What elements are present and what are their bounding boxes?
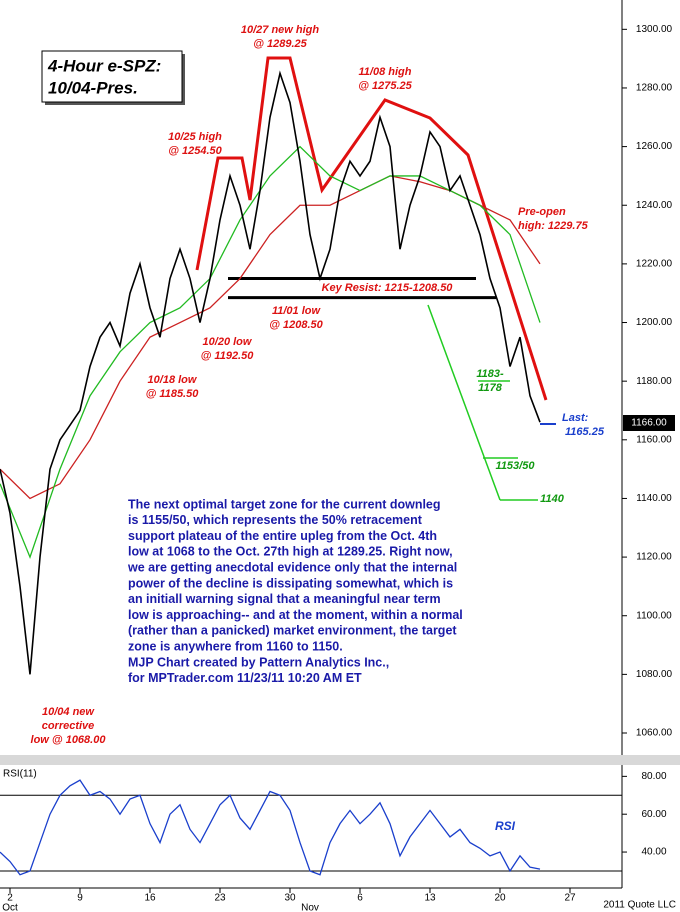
- y-tick-label: 40.00: [641, 847, 666, 858]
- x-tick-label: 6: [357, 893, 363, 904]
- y-tick-label: 1100.00: [636, 610, 672, 621]
- annotation: 1153/50: [496, 460, 536, 472]
- series-line: [0, 70, 541, 675]
- title-box: [41, 50, 183, 103]
- y-tick-label: 1080.00: [636, 669, 673, 680]
- annotation: Pre-open: [518, 206, 566, 218]
- target-line: [427, 304, 501, 501]
- commentary-line: (rather than a panicked) market environm…: [128, 624, 457, 638]
- y-tick-label: 1200.00: [636, 317, 673, 328]
- commentary-line: low is approaching-- and at the moment, …: [128, 608, 463, 622]
- annotation: 10/25 high: [168, 131, 222, 143]
- commentary-line: for MPTrader.com 11/23/11 10:20 AM ET: [128, 671, 362, 685]
- y-tick-label: 1260.00: [636, 141, 673, 152]
- x-tick-label: 20: [494, 893, 506, 904]
- x-tick-label: 27: [564, 893, 576, 904]
- y-tick-label: 80.00: [641, 771, 666, 782]
- y-tick-label: 1160.00: [636, 434, 672, 445]
- annotation: 1140: [540, 493, 565, 505]
- annotation: @ 1275.25: [358, 80, 412, 92]
- annotation: 10/27 new high: [241, 24, 320, 36]
- y-tick-label: 1060.00: [636, 728, 673, 739]
- annotation: 1165.25: [565, 426, 605, 438]
- x-tick-label: 16: [144, 893, 156, 904]
- copyright: 2011 Quote LLC: [603, 900, 676, 911]
- commentary-line: low at 1068 to the Oct. 27th high at 128…: [128, 545, 453, 559]
- annotation: 1178: [478, 382, 503, 394]
- month-label: Nov: [301, 903, 319, 912]
- x-tick-label: 13: [424, 893, 436, 904]
- annotation: @ 1289.25: [253, 38, 307, 50]
- commentary-line: The next optimal target zone for the cur…: [128, 497, 441, 511]
- y-tick-label: 1120.00: [636, 552, 672, 563]
- y-tick-label: 1240.00: [636, 200, 673, 211]
- annotation: 1183-: [476, 368, 504, 380]
- title: 10/04-Pres.: [48, 78, 138, 97]
- y-tick-label: 1280.00: [636, 83, 673, 94]
- x-tick-label: 9: [77, 893, 83, 904]
- trend-line: [195, 56, 548, 401]
- y-tick-label: 1220.00: [636, 259, 673, 270]
- title: 4-Hour e-SPZ:: [47, 56, 161, 75]
- y-tick-label: 1300.00: [636, 24, 673, 35]
- annotation: 10/20 low: [203, 336, 253, 348]
- x-tick-label: 23: [214, 893, 226, 904]
- annotation: 11/01 low: [272, 305, 322, 317]
- annotation: 10/18 low: [148, 374, 198, 386]
- series-line: [0, 779, 541, 876]
- annotation: Last:: [562, 412, 589, 424]
- panel-separator: [0, 755, 680, 765]
- annotation: @ 1254.50: [168, 145, 222, 157]
- y-tick-label: 60.00: [641, 809, 666, 820]
- commentary-line: support plateau of the entire upleg from…: [128, 529, 437, 543]
- annotation: high: 1229.75: [518, 220, 589, 232]
- annotation: low @ 1068.00: [31, 734, 107, 746]
- y-tick-label: 1140.00: [636, 493, 672, 504]
- commentary-line: MJP Chart created by Pattern Analytics I…: [128, 655, 389, 669]
- rsi-label: RSI: [495, 819, 516, 833]
- commentary-line: is 1155/50, which represents the 50% ret…: [128, 513, 423, 527]
- commentary-line: we are getting anecdotal evidence only t…: [127, 560, 457, 574]
- annotation: 10/04 new: [42, 706, 95, 718]
- rsi-title: RSI(11): [3, 769, 37, 780]
- commentary-line: zone is anywhere from 1160 to 1150.: [128, 639, 343, 653]
- x-tick-label: 2: [7, 893, 13, 904]
- x-tick-label: 30: [284, 893, 296, 904]
- annotation: @ 1208.50: [269, 319, 323, 331]
- annotation: @ 1185.50: [146, 388, 200, 400]
- annotation: @ 1192.50: [201, 350, 255, 362]
- annotation: corrective: [42, 720, 95, 732]
- last-price-box: [623, 415, 675, 431]
- commentary-line: power of the decline is dissipating some…: [128, 576, 453, 590]
- annotation: Key Resist: 1215-1208.50: [322, 282, 454, 294]
- month-label: Oct: [2, 903, 18, 912]
- annotation: 11/08 high: [359, 66, 412, 78]
- last-price-label: 1166.00: [631, 418, 667, 429]
- commentary-line: an initiall warning signal that a meanin…: [128, 592, 441, 606]
- y-tick-label: 1180.00: [636, 376, 672, 387]
